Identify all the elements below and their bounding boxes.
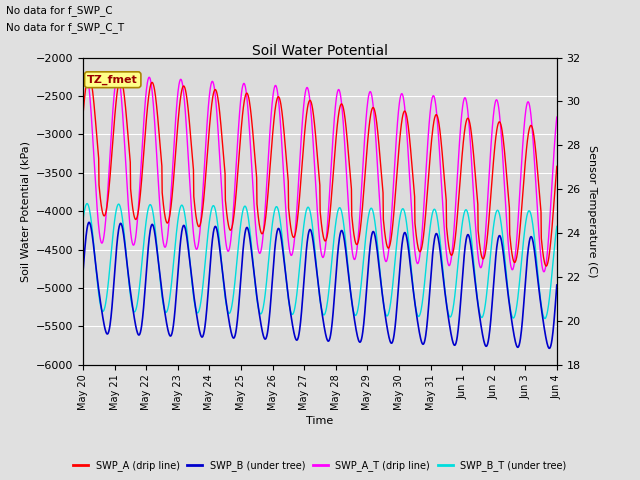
Y-axis label: Sensor Temperature (C): Sensor Temperature (C) (588, 145, 597, 277)
Text: TZ_fmet: TZ_fmet (88, 74, 138, 85)
Title: Soil Water Potential: Soil Water Potential (252, 44, 388, 58)
Text: No data for f_SWP_C_T: No data for f_SWP_C_T (6, 22, 125, 33)
X-axis label: Time: Time (307, 416, 333, 426)
Y-axis label: Soil Water Potential (kPa): Soil Water Potential (kPa) (20, 141, 31, 282)
Text: No data for f_SWP_C: No data for f_SWP_C (6, 5, 113, 16)
Legend: SWP_A (drip line), SWP_B (under tree), SWP_A_T (drip line), SWP_B_T (under tree): SWP_A (drip line), SWP_B (under tree), S… (70, 456, 570, 475)
